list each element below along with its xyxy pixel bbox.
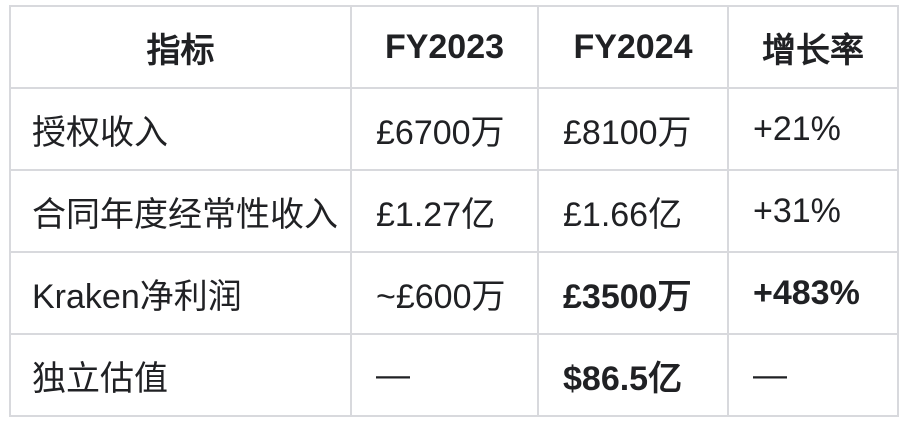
growth-cell: +31% <box>727 169 899 253</box>
column-header-fy2024: FY2024 <box>537 5 729 89</box>
growth-cell: +21% <box>727 87 899 171</box>
metric-cell: Kraken净利润 <box>9 251 352 335</box>
metric-cell: 独立估值 <box>9 333 352 417</box>
fy2023-cell: £6700万 <box>350 87 539 171</box>
table-row: Kraken净利润 ~£600万 £3500万 +483% <box>9 251 899 335</box>
metric-cell: 授权收入 <box>9 87 352 171</box>
table-row: 授权收入 £6700万 £8100万 +21% <box>9 87 899 171</box>
financial-table: 指标 FY2023 FY2024 增长率 授权收入 £6700万 £8100万 … <box>9 5 899 417</box>
fy2023-cell: — <box>350 333 539 417</box>
fy2024-cell: £3500万 <box>537 251 729 335</box>
fy2023-cell: £1.27亿 <box>350 169 539 253</box>
fy2023-cell: ~£600万 <box>350 251 539 335</box>
metric-cell: 合同年度经常性收入 <box>9 169 352 253</box>
growth-cell: — <box>727 333 899 417</box>
header-row: 指标 FY2023 FY2024 增长率 <box>9 5 899 89</box>
table-row: 合同年度经常性收入 £1.27亿 £1.66亿 +31% <box>9 169 899 253</box>
column-header-fy2023: FY2023 <box>350 5 539 89</box>
fy2024-cell: £1.66亿 <box>537 169 729 253</box>
growth-cell: +483% <box>727 251 899 335</box>
table-row: 独立估值 — $86.5亿 — <box>9 333 899 417</box>
fy2024-cell: £8100万 <box>537 87 729 171</box>
fy2024-cell: $86.5亿 <box>537 333 729 417</box>
column-header-metric: 指标 <box>9 5 352 89</box>
column-header-growth: 增长率 <box>727 5 899 89</box>
